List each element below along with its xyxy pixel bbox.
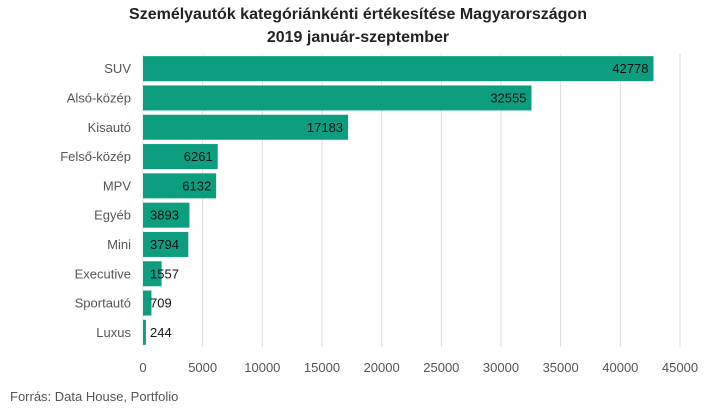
category-label: Executive [75, 266, 131, 281]
category-label: Luxus [96, 325, 131, 340]
category-label: Felső-közép [60, 149, 131, 164]
x-tick-label: 20000 [364, 360, 400, 375]
category-label: MPV [103, 178, 132, 193]
bar [143, 231, 189, 257]
category-label: Alsó-közép [67, 90, 131, 105]
category-label: Sportautó [75, 296, 131, 311]
chart-subtitle: 2019 január-szeptember [266, 29, 450, 46]
category-label: SUV [104, 61, 131, 76]
data-label: 32555 [490, 90, 526, 105]
x-tick-label: 5000 [188, 360, 217, 375]
data-label: 244 [150, 325, 172, 340]
data-label: 17183 [307, 120, 343, 135]
chart-title: Személyautók kategóriánkénti értékesítés… [129, 6, 587, 23]
bar [143, 114, 349, 140]
data-label: 1557 [150, 266, 179, 281]
x-tick-label: 10000 [244, 360, 280, 375]
bar [143, 202, 190, 228]
bar [143, 319, 146, 345]
bar [143, 261, 162, 287]
data-label: 3794 [150, 237, 179, 252]
x-tick-label: 15000 [304, 360, 340, 375]
data-label: 6132 [182, 178, 211, 193]
data-label: 3893 [150, 208, 179, 223]
bar [143, 290, 152, 316]
data-label: 709 [150, 296, 172, 311]
source-note: Forrás: Data House, Portfolio [10, 389, 179, 404]
x-tick-label: 40000 [602, 360, 638, 375]
category-label: Egyéb [94, 208, 131, 223]
x-tick-label: 35000 [543, 360, 579, 375]
x-tick-label: 30000 [483, 360, 519, 375]
bar [143, 173, 217, 199]
category-label: Mini [107, 237, 131, 252]
category-label: Kisautó [88, 120, 131, 135]
x-tick-label: 0 [139, 360, 146, 375]
bar [143, 56, 654, 82]
data-label: 6261 [184, 149, 213, 164]
bar [143, 85, 532, 111]
x-tick-label: 25000 [423, 360, 459, 375]
x-tick-label: 45000 [662, 360, 698, 375]
bar [143, 144, 218, 170]
data-label: 42778 [612, 61, 648, 76]
